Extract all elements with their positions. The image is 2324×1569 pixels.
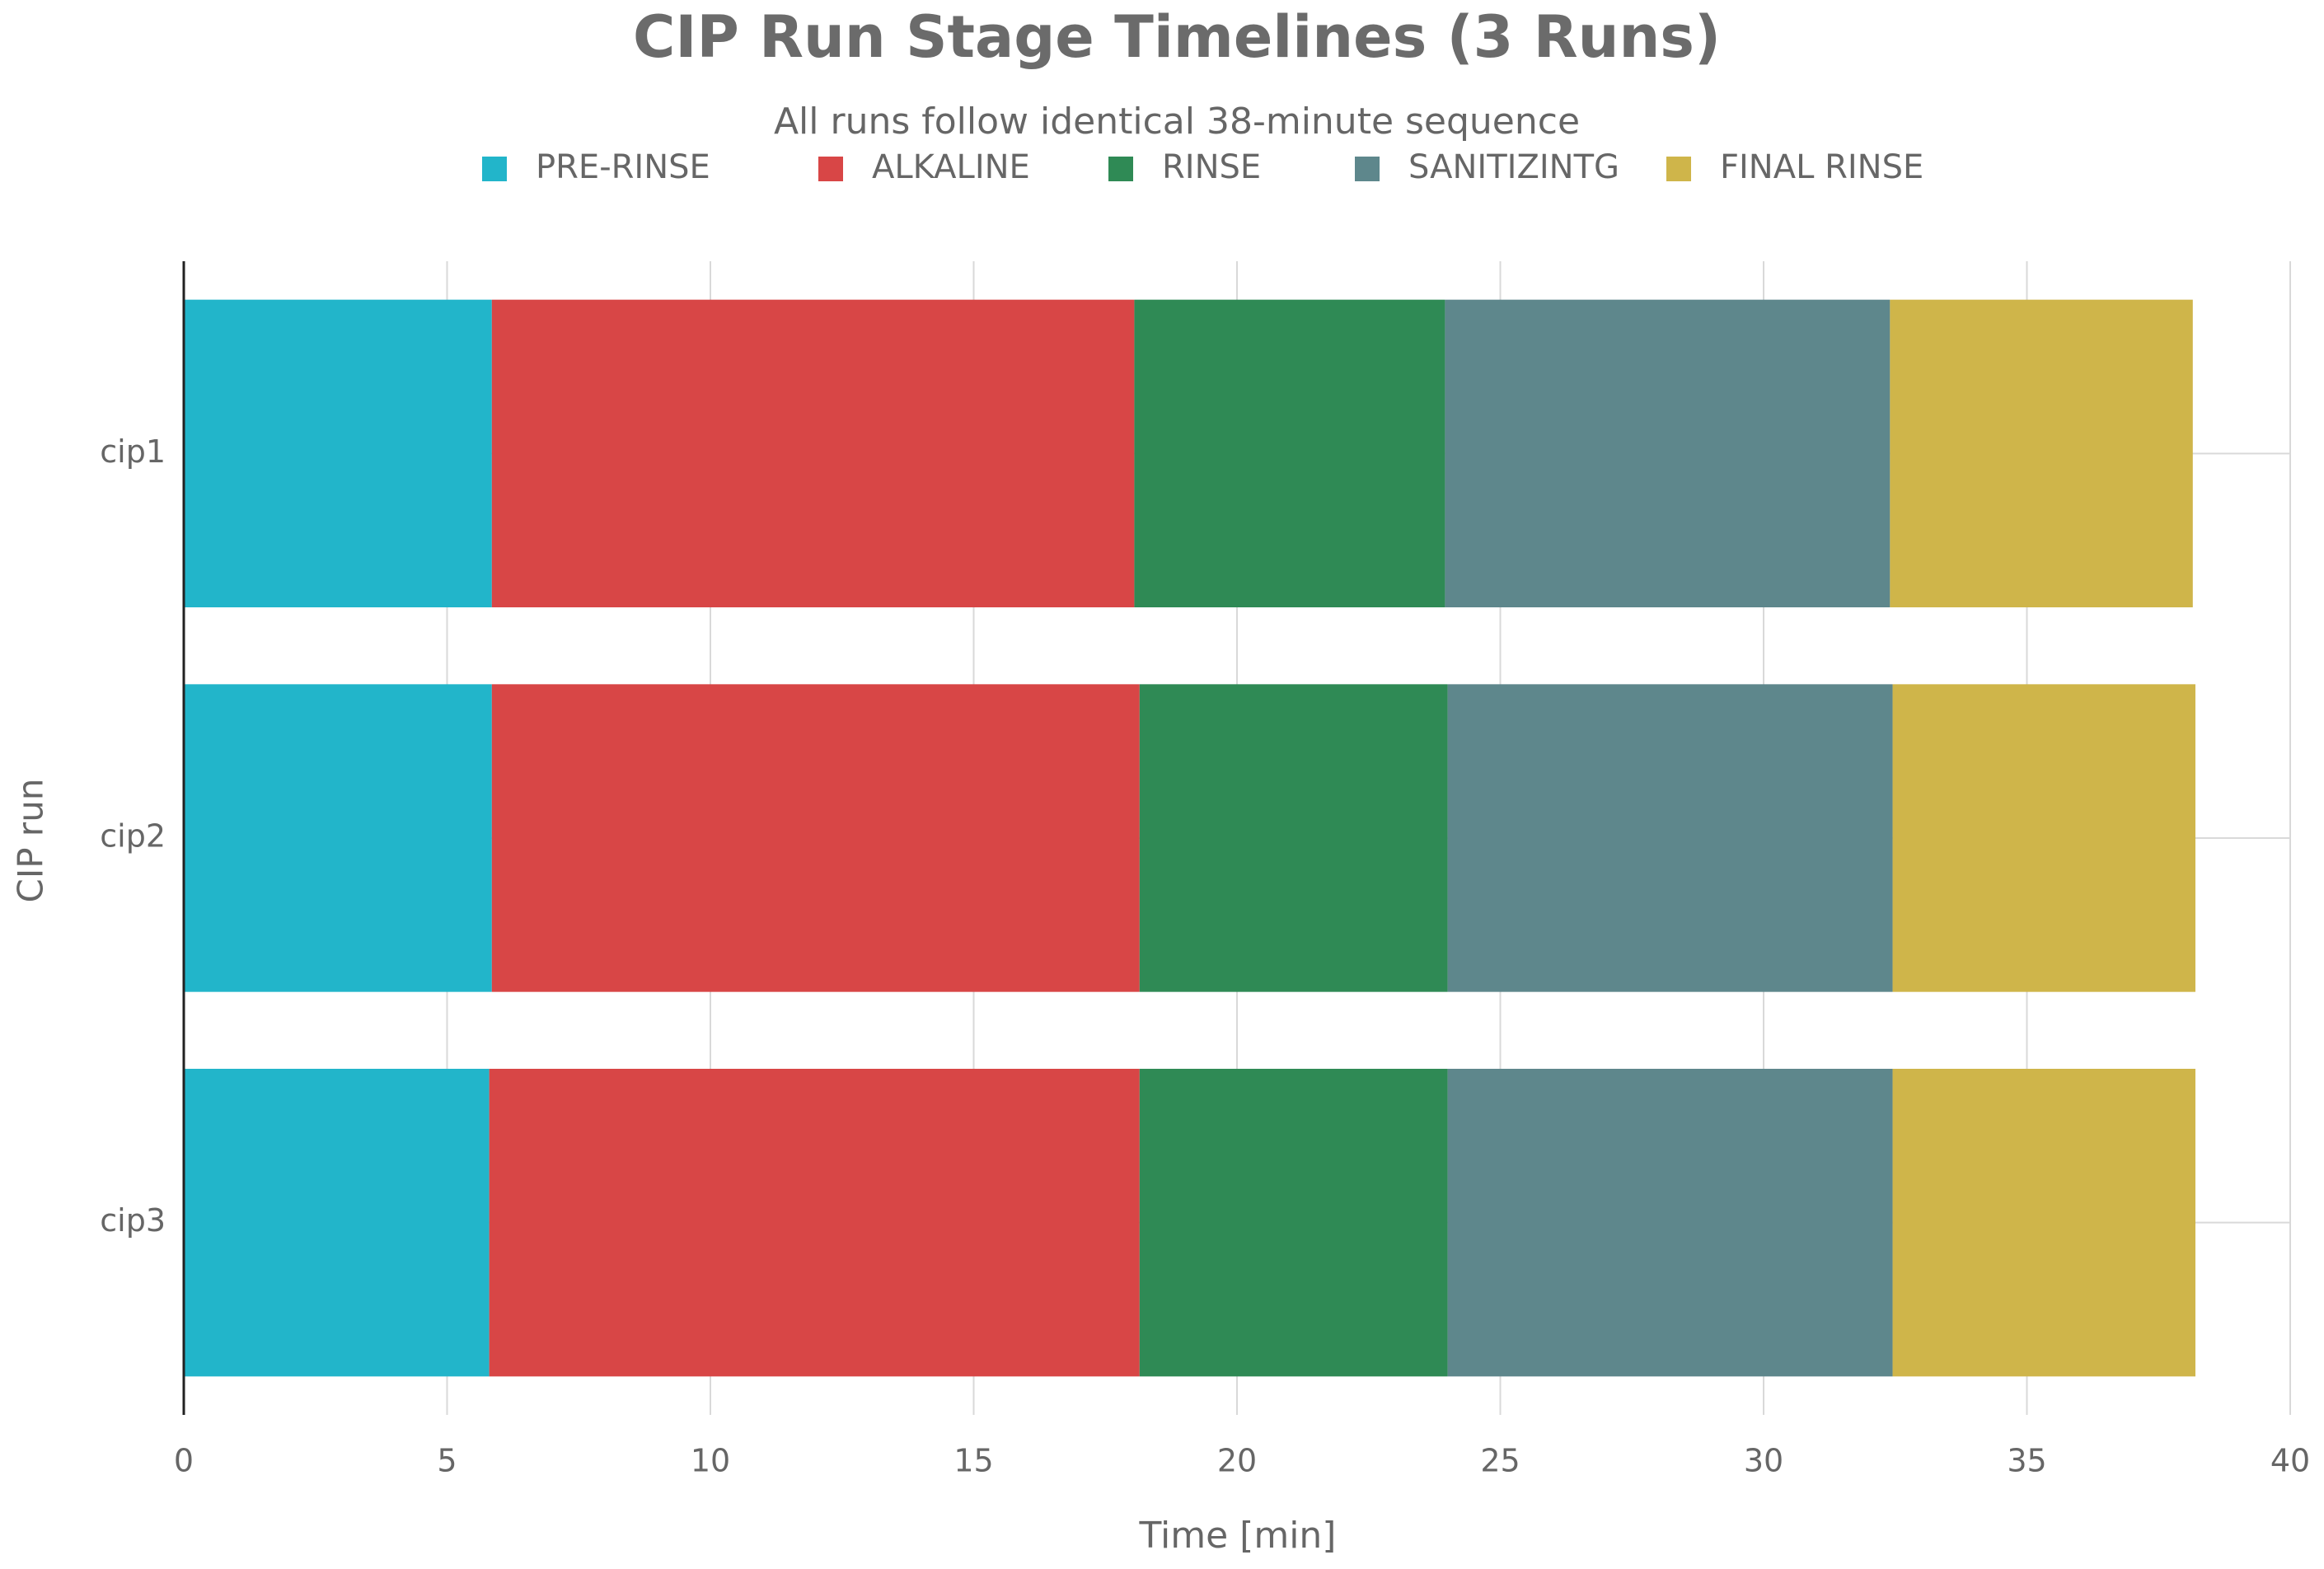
y-tick-label: cip3: [100, 1202, 166, 1239]
x-tick-label: 5: [437, 1443, 457, 1479]
legend-swatch: [1108, 157, 1133, 181]
legend-label: SANITIZINTG: [1408, 148, 1619, 186]
legend-label: PRE-RINSE: [536, 148, 710, 186]
legend-label: FINAL RINSE: [1720, 148, 1923, 186]
bar-segment: [184, 299, 492, 607]
x-axis-label: Time [min]: [1139, 1515, 1337, 1557]
bar-segment: [1447, 1069, 1893, 1377]
x-tick-label: 40: [2270, 1443, 2310, 1479]
bar-segment: [184, 684, 492, 992]
y-axis-label: CIP run: [11, 779, 51, 903]
legend-label: RINSE: [1162, 148, 1261, 186]
legend-swatch: [1355, 157, 1380, 181]
y-tick-label: cip1: [100, 433, 166, 470]
bar-segment: [1134, 299, 1445, 607]
y-tick-label: cip2: [100, 818, 166, 855]
x-tick-label: 10: [691, 1443, 730, 1479]
bar-segment: [1892, 1069, 2195, 1377]
bar-segment: [1892, 684, 2195, 992]
legend-swatch: [1666, 157, 1691, 181]
bar-segment: [1445, 299, 1891, 607]
legend-swatch: [818, 157, 843, 181]
x-tick-label: 20: [1217, 1443, 1257, 1479]
x-tick-label: 0: [174, 1443, 194, 1479]
bar-segment: [184, 1069, 490, 1377]
bar-segment: [491, 299, 1135, 607]
x-tick-label: 30: [1744, 1443, 1783, 1479]
chart-title: CIP Run Stage Timelines (3 Runs): [633, 3, 1721, 71]
chart-subtitle: All runs follow identical 38-minute sequ…: [774, 101, 1580, 143]
legend-swatch: [482, 157, 507, 181]
legend-label: ALKALINE: [872, 148, 1030, 186]
bar-segment: [1890, 299, 2193, 607]
bar-segment: [489, 1069, 1140, 1377]
x-tick-label: 35: [2007, 1443, 2046, 1479]
bar-segment: [1139, 1069, 1448, 1377]
bar-segment: [1447, 684, 1893, 992]
x-tick-label: 25: [1480, 1443, 1520, 1479]
bar-segment: [1139, 684, 1448, 992]
x-tick-label: 15: [953, 1443, 993, 1479]
bar-segment: [491, 684, 1140, 992]
